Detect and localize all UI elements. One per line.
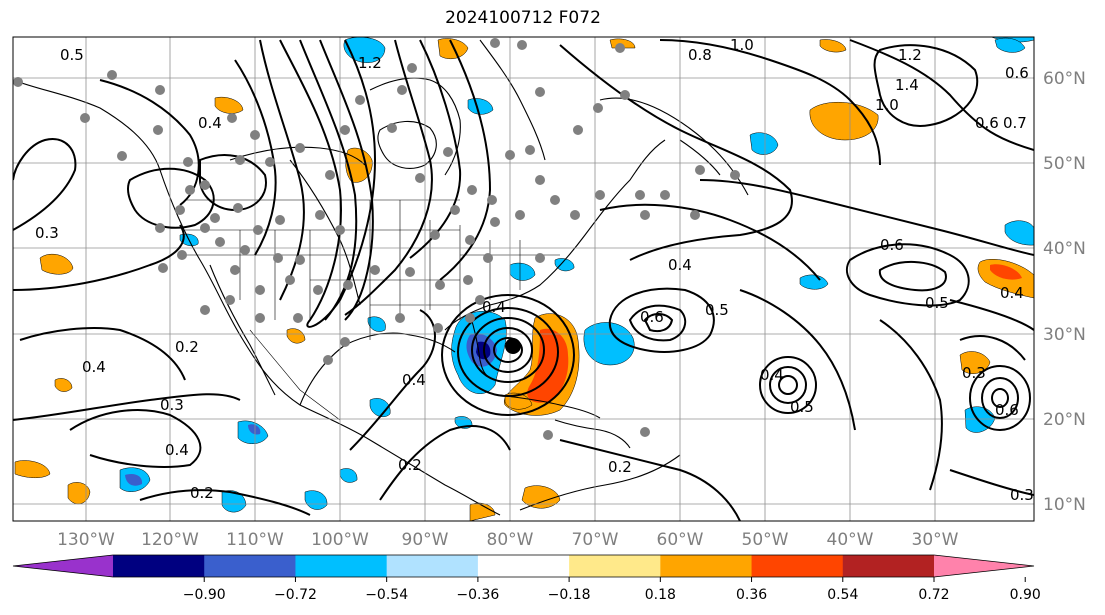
svg-text:0.4: 0.4: [668, 256, 692, 274]
svg-text:110°W: 110°W: [226, 530, 284, 550]
svg-text:20°N: 20°N: [1043, 410, 1086, 430]
map-title: 2024100712 F072: [445, 8, 601, 28]
colorbar-extend-low: [13, 555, 113, 577]
svg-text:1.2: 1.2: [898, 46, 922, 64]
svg-text:0.4: 0.4: [482, 298, 506, 316]
colorbar-tick-label: 0.36: [736, 587, 767, 603]
svg-text:0.4: 0.4: [760, 366, 784, 384]
svg-text:0.2: 0.2: [175, 338, 199, 356]
svg-text:0.7: 0.7: [1003, 114, 1027, 132]
colorbar-tick-label: 0.72: [918, 587, 949, 603]
svg-text:0.3: 0.3: [160, 396, 184, 414]
svg-text:70°W: 70°W: [572, 530, 619, 550]
colorbar-bin: [751, 555, 844, 577]
svg-text:0.6: 0.6: [975, 114, 999, 132]
colorbar-extend-high: [934, 555, 1034, 577]
contour-labels: 1.2 1.0 0.8 0.6 0.4 0.3 0.2 1.0 0.4 0.6 …: [35, 36, 1034, 504]
svg-text:0.3: 0.3: [35, 224, 59, 242]
svg-text:1.0: 1.0: [875, 96, 899, 114]
svg-text:80°W: 80°W: [487, 530, 534, 550]
svg-text:60°N: 60°N: [1043, 69, 1086, 89]
longitude-labels: 130°W 120°W 110°W 100°W 90°W 80°W 70°W 6…: [57, 530, 959, 550]
map-frame: [12, 36, 1035, 522]
colorbar-tick-label: −0.36: [456, 587, 499, 603]
svg-text:0.8: 0.8: [688, 46, 712, 64]
svg-text:0.5: 0.5: [790, 398, 814, 416]
colorbar-tick-label: 0.90: [1010, 587, 1041, 603]
svg-text:0.2: 0.2: [608, 458, 632, 476]
svg-text:130°W: 130°W: [57, 530, 115, 550]
svg-text:0.4: 0.4: [1000, 284, 1024, 302]
colorbar-bin: [386, 555, 479, 577]
svg-text:0.6: 0.6: [880, 236, 904, 254]
colorbar: −0.90 −0.72 −0.54 −0.36 −0.18 0.18 0.36 0.54 0.7…: [12, 554, 1041, 603]
svg-text:0.4: 0.4: [402, 371, 426, 389]
svg-text:40°W: 40°W: [827, 530, 874, 550]
svg-text:30°W: 30°W: [912, 530, 959, 550]
svg-text:0.3: 0.3: [1010, 486, 1034, 504]
colorbar-bin: [113, 555, 205, 577]
colorbar-bin: [204, 555, 296, 577]
colorbar-tick-label: −0.72: [274, 587, 317, 603]
svg-text:0.4: 0.4: [82, 358, 106, 376]
svg-text:90°W: 90°W: [402, 530, 449, 550]
svg-text:1.2: 1.2: [358, 54, 382, 72]
svg-text:0.6: 0.6: [1005, 64, 1029, 82]
svg-text:0.6: 0.6: [640, 308, 664, 326]
colorbar-tick-label: −0.90: [183, 587, 226, 603]
svg-text:0.5: 0.5: [925, 294, 949, 312]
colorbar-tick-label: 0.54: [827, 587, 858, 603]
svg-text:0.2: 0.2: [398, 456, 422, 474]
cyclone-center-marker: [505, 338, 521, 354]
colorbar-bin: [295, 555, 388, 577]
svg-text:0.4: 0.4: [198, 114, 222, 132]
svg-text:40°N: 40°N: [1043, 239, 1086, 259]
colorbar-tick-label: −0.54: [365, 587, 408, 603]
svg-text:120°W: 120°W: [141, 530, 199, 550]
svg-text:1.0: 1.0: [730, 36, 754, 54]
svg-text:100°W: 100°W: [311, 530, 369, 550]
svg-text:10°N: 10°N: [1043, 495, 1086, 515]
svg-text:1.4: 1.4: [895, 76, 919, 94]
colorbar-bin: [569, 555, 661, 577]
svg-text:0.6: 0.6: [995, 401, 1019, 419]
station-markers: [13, 38, 740, 440]
latitude-labels: 60°N 50°N 40°N 30°N 20°N 10°N: [1043, 69, 1086, 515]
colorbar-bin: [842, 555, 935, 577]
svg-text:30°N: 30°N: [1043, 325, 1086, 345]
svg-text:0.2: 0.2: [190, 484, 214, 502]
svg-text:50°W: 50°W: [742, 530, 789, 550]
svg-text:0.3: 0.3: [962, 364, 986, 382]
svg-text:0.4: 0.4: [165, 441, 189, 459]
colorbar-bin: [660, 555, 753, 577]
colorbar-tick-label: −0.18: [548, 587, 591, 603]
svg-text:0.5: 0.5: [705, 301, 729, 319]
colorbar-tick-label: 0.18: [645, 587, 676, 603]
svg-text:0.5: 0.5: [60, 46, 84, 64]
svg-text:60°W: 60°W: [657, 530, 704, 550]
colorbar-outline: [12, 554, 1035, 578]
svg-text:50°N: 50°N: [1043, 154, 1086, 174]
colorbar-bin: [477, 555, 570, 577]
